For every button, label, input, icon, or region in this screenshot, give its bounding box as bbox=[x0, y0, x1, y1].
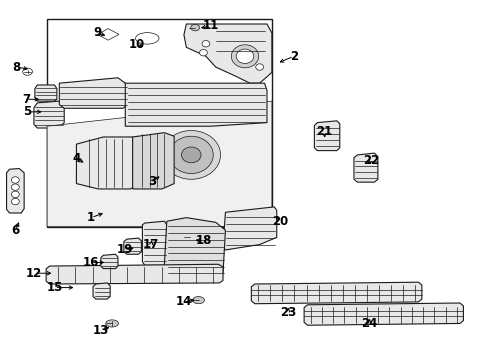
Text: 1: 1 bbox=[87, 211, 95, 224]
Ellipse shape bbox=[231, 45, 259, 68]
Text: 12: 12 bbox=[26, 267, 42, 280]
Polygon shape bbox=[35, 85, 57, 101]
Ellipse shape bbox=[185, 234, 195, 241]
Text: 17: 17 bbox=[143, 238, 159, 251]
Ellipse shape bbox=[199, 49, 207, 56]
Polygon shape bbox=[101, 254, 118, 269]
Ellipse shape bbox=[191, 24, 199, 31]
Polygon shape bbox=[76, 137, 143, 189]
Ellipse shape bbox=[11, 177, 19, 183]
Polygon shape bbox=[125, 83, 267, 126]
Text: 8: 8 bbox=[12, 60, 21, 73]
Text: 14: 14 bbox=[176, 296, 192, 309]
Text: 2: 2 bbox=[290, 50, 298, 63]
Text: 22: 22 bbox=[363, 154, 379, 167]
Text: 11: 11 bbox=[203, 19, 219, 32]
Text: 6: 6 bbox=[11, 224, 20, 237]
Ellipse shape bbox=[202, 41, 210, 47]
Polygon shape bbox=[46, 264, 223, 284]
Text: 5: 5 bbox=[24, 105, 32, 118]
Ellipse shape bbox=[11, 191, 19, 198]
Polygon shape bbox=[184, 24, 272, 83]
Ellipse shape bbox=[136, 33, 159, 44]
Text: 19: 19 bbox=[117, 243, 133, 256]
Text: 4: 4 bbox=[73, 152, 80, 165]
Bar bbox=[47, 19, 272, 226]
Text: 3: 3 bbox=[148, 175, 156, 188]
Polygon shape bbox=[304, 303, 464, 325]
Ellipse shape bbox=[11, 184, 19, 190]
Polygon shape bbox=[354, 153, 378, 182]
Ellipse shape bbox=[106, 320, 119, 327]
Polygon shape bbox=[223, 207, 277, 250]
Polygon shape bbox=[143, 221, 167, 265]
Ellipse shape bbox=[236, 49, 254, 63]
Ellipse shape bbox=[23, 68, 32, 75]
Text: 18: 18 bbox=[196, 234, 212, 247]
Ellipse shape bbox=[11, 198, 19, 205]
Ellipse shape bbox=[193, 297, 204, 304]
Polygon shape bbox=[47, 101, 272, 226]
Ellipse shape bbox=[181, 147, 201, 163]
Text: 7: 7 bbox=[22, 93, 30, 106]
Polygon shape bbox=[6, 168, 24, 213]
Polygon shape bbox=[34, 101, 64, 128]
Text: 21: 21 bbox=[316, 125, 332, 138]
Ellipse shape bbox=[169, 136, 213, 174]
Ellipse shape bbox=[162, 131, 220, 179]
Ellipse shape bbox=[256, 64, 264, 70]
Polygon shape bbox=[59, 78, 128, 108]
Text: 15: 15 bbox=[46, 281, 63, 294]
Text: 9: 9 bbox=[93, 27, 101, 40]
Text: 10: 10 bbox=[128, 38, 145, 51]
Polygon shape bbox=[251, 282, 422, 304]
Polygon shape bbox=[133, 133, 174, 189]
Polygon shape bbox=[93, 283, 110, 299]
Polygon shape bbox=[164, 218, 225, 279]
Polygon shape bbox=[98, 29, 119, 40]
Text: 16: 16 bbox=[83, 256, 99, 269]
Text: 23: 23 bbox=[280, 306, 296, 319]
Polygon shape bbox=[124, 238, 142, 254]
Text: 20: 20 bbox=[272, 215, 288, 228]
Polygon shape bbox=[315, 121, 340, 150]
Text: 24: 24 bbox=[362, 317, 378, 330]
Text: 13: 13 bbox=[93, 324, 109, 337]
